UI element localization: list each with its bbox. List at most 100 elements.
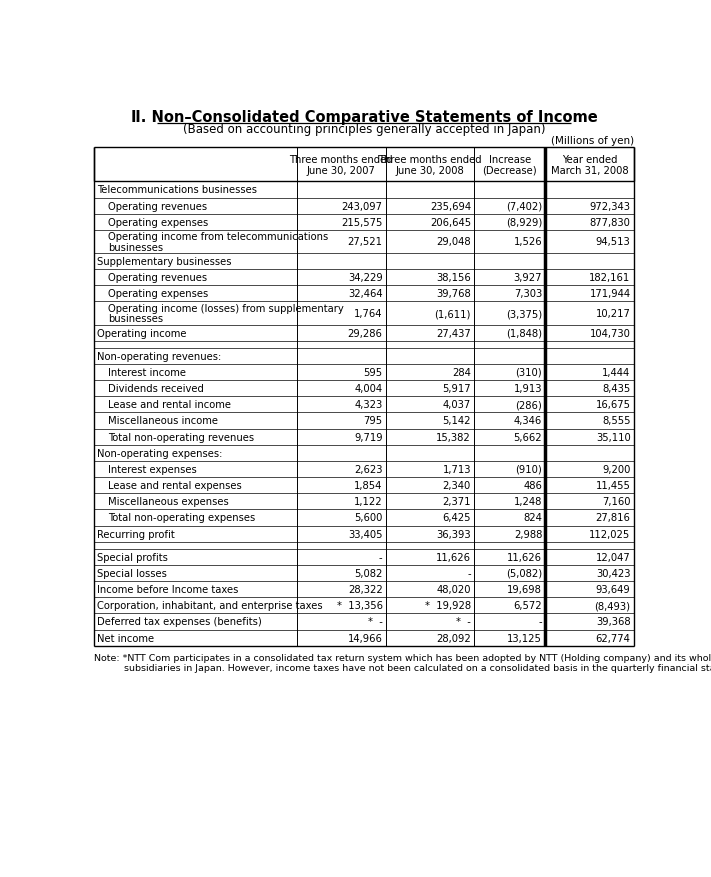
Text: 28,322: 28,322: [348, 584, 383, 595]
Text: 9,200: 9,200: [602, 465, 631, 474]
Text: Note: *NTT Com participates in a consolidated tax return system which has been a: Note: *NTT Com participates in a consoli…: [95, 653, 711, 663]
Text: 29,286: 29,286: [348, 328, 383, 339]
Text: 2,371: 2,371: [442, 496, 471, 507]
Text: Supplementary businesses: Supplementary businesses: [97, 257, 232, 267]
Text: Operating revenues: Operating revenues: [108, 202, 208, 211]
Text: Interest income: Interest income: [108, 367, 186, 377]
Text: 14,966: 14,966: [348, 633, 383, 643]
Text: Special losses: Special losses: [97, 568, 167, 578]
Text: 35,110: 35,110: [596, 432, 631, 442]
Text: 29,048: 29,048: [437, 237, 471, 247]
Text: (1,848): (1,848): [506, 328, 542, 339]
Text: Three months ended: Three months ended: [289, 155, 393, 165]
Text: 215,575: 215,575: [341, 217, 383, 227]
Text: 34,229: 34,229: [348, 273, 383, 283]
Text: 15,382: 15,382: [437, 432, 471, 442]
Text: (Millions of yen): (Millions of yen): [550, 136, 634, 146]
Text: Telecommunications businesses: Telecommunications businesses: [97, 185, 257, 196]
Text: Lease and rental income: Lease and rental income: [108, 400, 231, 410]
Text: *  13,356: * 13,356: [336, 601, 383, 610]
Text: 4,004: 4,004: [355, 383, 383, 394]
Text: 39,368: 39,368: [596, 617, 631, 627]
Text: Three months ended: Three months ended: [378, 155, 481, 165]
Text: -: -: [467, 568, 471, 578]
Text: 1,444: 1,444: [602, 367, 631, 377]
Text: 795: 795: [363, 416, 383, 426]
Text: 27,521: 27,521: [348, 237, 383, 247]
Text: Operating expenses: Operating expenses: [108, 289, 208, 299]
Text: Total non-operating expenses: Total non-operating expenses: [108, 513, 255, 523]
Text: 1,913: 1,913: [514, 383, 542, 394]
Text: 27,816: 27,816: [596, 513, 631, 523]
Text: 6,425: 6,425: [442, 513, 471, 523]
Text: 486: 486: [523, 481, 542, 490]
Text: 10,217: 10,217: [596, 309, 631, 318]
Text: 1,122: 1,122: [354, 496, 383, 507]
Text: Increase: Increase: [488, 155, 531, 165]
Text: 824: 824: [523, 513, 542, 523]
Text: 1,713: 1,713: [442, 465, 471, 474]
Text: 48,020: 48,020: [437, 584, 471, 595]
Text: 284: 284: [452, 367, 471, 377]
Text: 1,248: 1,248: [514, 496, 542, 507]
Text: June 30, 2007: June 30, 2007: [306, 166, 375, 175]
Text: businesses: businesses: [108, 314, 164, 324]
Text: Operating revenues: Operating revenues: [108, 273, 208, 283]
Text: 1,854: 1,854: [354, 481, 383, 490]
Text: Corporation, inhabitant, and enterprise taxes: Corporation, inhabitant, and enterprise …: [97, 601, 323, 610]
Text: *  -: * -: [456, 617, 471, 627]
Text: Dividends received: Dividends received: [108, 383, 204, 394]
Text: 33,405: 33,405: [348, 529, 383, 539]
Text: Non-operating revenues:: Non-operating revenues:: [97, 352, 222, 361]
Text: subsidiaries in Japan. However, income taxes have not been calculated on a conso: subsidiaries in Japan. However, income t…: [95, 664, 711, 673]
Text: 5,600: 5,600: [354, 513, 383, 523]
Text: Deferred tax expenses (benefits): Deferred tax expenses (benefits): [97, 617, 262, 627]
Text: 3,927: 3,927: [514, 273, 542, 283]
Text: Operating income (losses) from supplementary: Operating income (losses) from supplemen…: [108, 303, 344, 313]
Text: 235,694: 235,694: [430, 202, 471, 211]
Text: 112,025: 112,025: [589, 529, 631, 539]
Text: businesses: businesses: [108, 243, 164, 253]
Text: 972,343: 972,343: [589, 202, 631, 211]
Text: 28,092: 28,092: [437, 633, 471, 643]
Text: 6,572: 6,572: [513, 601, 542, 610]
Text: 8,555: 8,555: [602, 416, 631, 426]
Text: 171,944: 171,944: [589, 289, 631, 299]
Text: 8,435: 8,435: [602, 383, 631, 394]
Text: (5,082): (5,082): [506, 568, 542, 578]
Text: -: -: [539, 617, 542, 627]
Text: 1,526: 1,526: [513, 237, 542, 247]
Text: (8,493): (8,493): [594, 601, 631, 610]
Text: (7,402): (7,402): [506, 202, 542, 211]
Text: 2,623: 2,623: [354, 465, 383, 474]
Text: 7,303: 7,303: [514, 289, 542, 299]
Text: 2,340: 2,340: [443, 481, 471, 490]
Text: 5,917: 5,917: [442, 383, 471, 394]
Text: 5,662: 5,662: [513, 432, 542, 442]
Text: 62,774: 62,774: [596, 633, 631, 643]
Text: 4,323: 4,323: [354, 400, 383, 410]
Text: June 30, 2008: June 30, 2008: [395, 166, 464, 175]
Text: (Based on accounting principles generally accepted in Japan): (Based on accounting principles generall…: [183, 123, 545, 136]
Text: Lease and rental expenses: Lease and rental expenses: [108, 481, 242, 490]
Text: March 31, 2008: March 31, 2008: [551, 166, 629, 175]
Text: Income before Income taxes: Income before Income taxes: [97, 584, 239, 595]
Text: Interest expenses: Interest expenses: [108, 465, 197, 474]
Text: *  -: * -: [368, 617, 383, 627]
Text: Total non-operating revenues: Total non-operating revenues: [108, 432, 255, 442]
Text: 27,437: 27,437: [437, 328, 471, 339]
Text: 13,125: 13,125: [508, 633, 542, 643]
Text: 39,768: 39,768: [437, 289, 471, 299]
Text: Operating expenses: Operating expenses: [108, 217, 208, 227]
Text: Miscellaneous expenses: Miscellaneous expenses: [108, 496, 229, 507]
Text: Recurring profit: Recurring profit: [97, 529, 175, 539]
Text: Miscellaneous income: Miscellaneous income: [108, 416, 218, 426]
Text: Ⅱ. Non–Consolidated Comparative Statements of Income: Ⅱ. Non–Consolidated Comparative Statemen…: [131, 110, 597, 125]
Text: 104,730: 104,730: [589, 328, 631, 339]
Text: Operating income from telecommunications: Operating income from telecommunications: [108, 232, 328, 242]
Text: Special profits: Special profits: [97, 553, 169, 562]
Text: (Decrease): (Decrease): [482, 166, 537, 175]
Text: 4,037: 4,037: [443, 400, 471, 410]
Text: *  19,928: * 19,928: [425, 601, 471, 610]
Text: (310): (310): [515, 367, 542, 377]
